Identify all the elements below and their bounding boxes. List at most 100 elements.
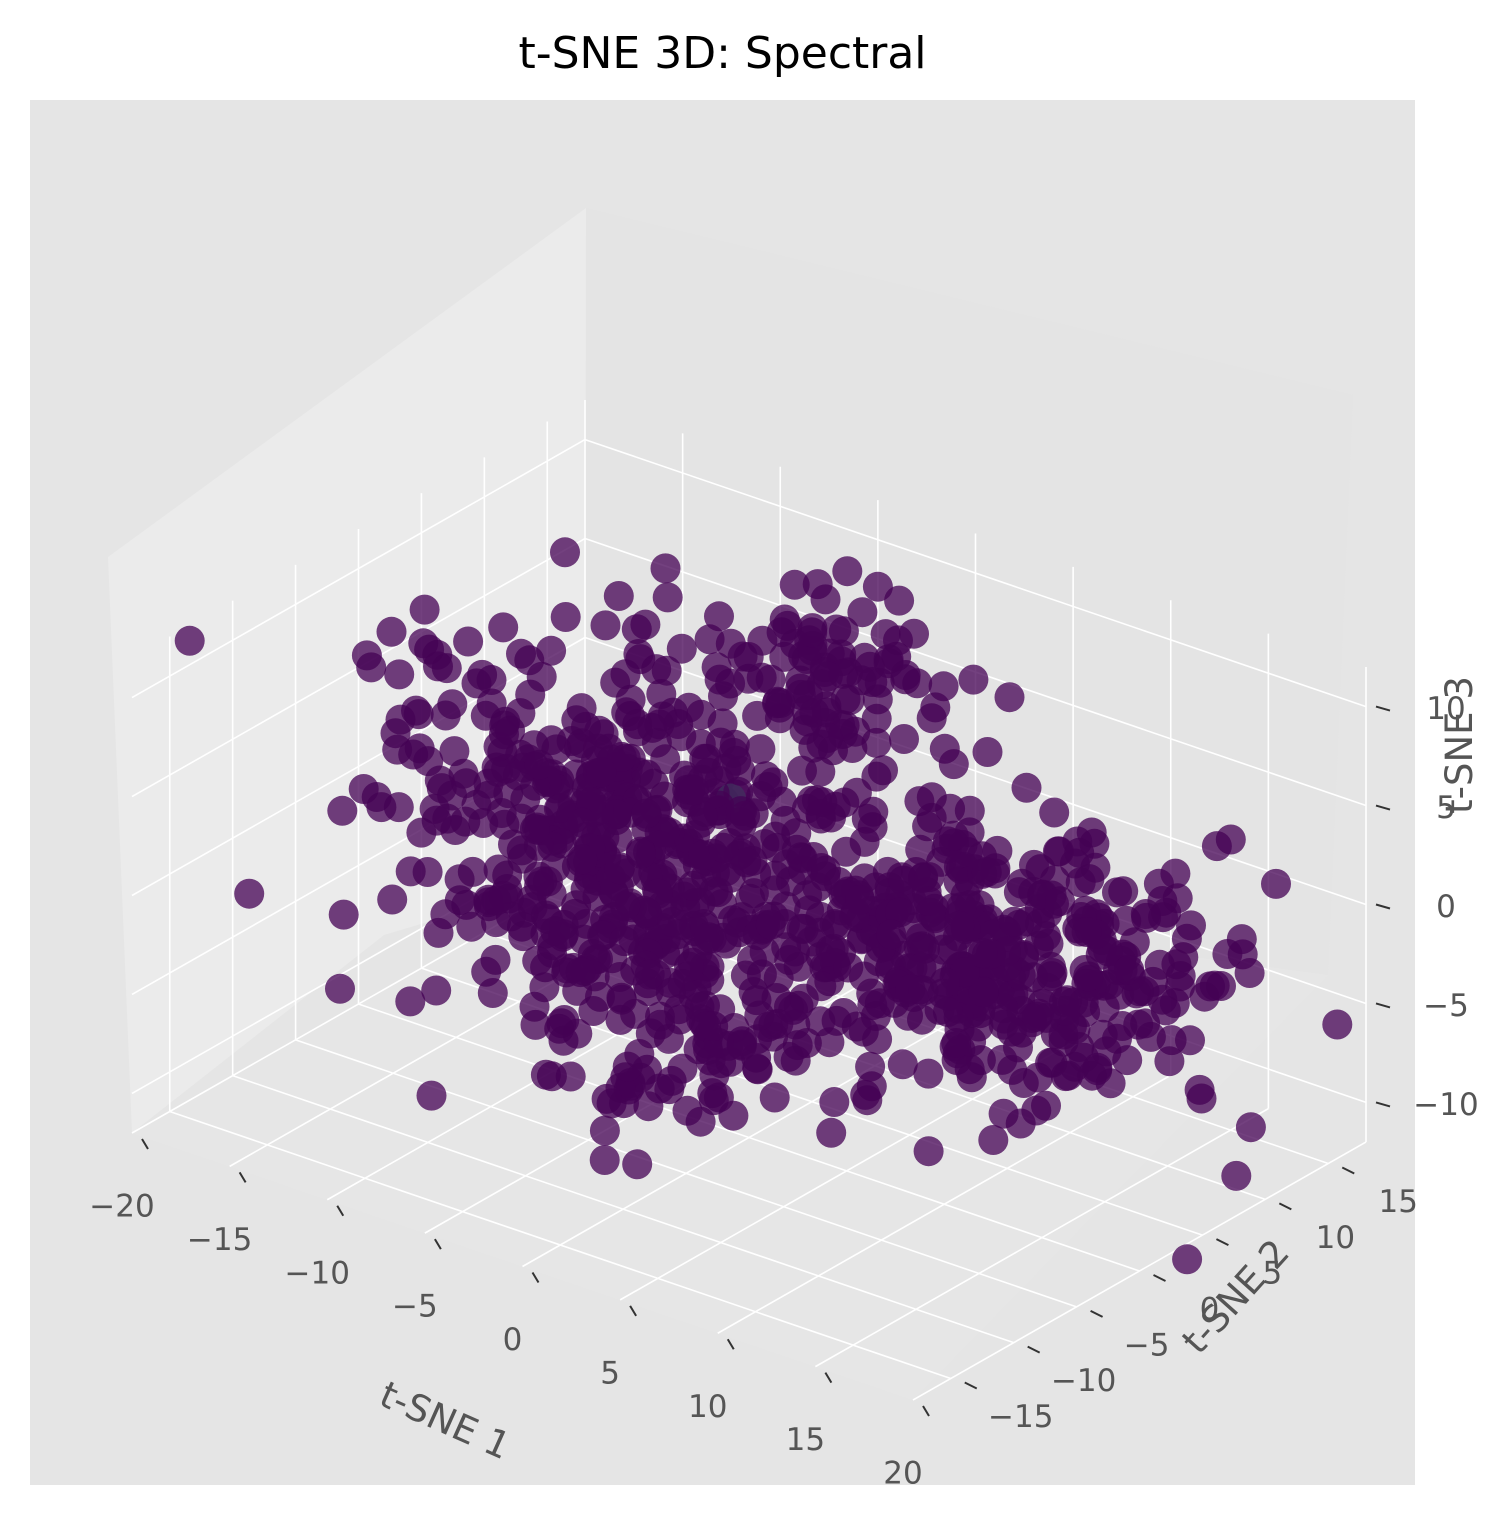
data-point: [912, 811, 943, 842]
data-point: [567, 844, 598, 875]
data-point: [589, 1145, 620, 1175]
data-point: [851, 803, 882, 834]
data-point: [884, 585, 915, 616]
data-point: [1261, 868, 1291, 899]
data-point: [1144, 949, 1175, 980]
data-point: [731, 847, 762, 878]
x-tick: [141, 1138, 149, 1150]
data-point: [1019, 849, 1049, 880]
x-tick-label: −10: [285, 1255, 350, 1291]
data-point: [772, 610, 803, 641]
data-point: [1031, 1090, 1061, 1121]
data-point: [606, 741, 637, 772]
data-point: [1151, 897, 1182, 928]
data-point: [685, 1106, 716, 1137]
x-tick: [434, 1238, 442, 1250]
data-point: [1087, 1019, 1118, 1050]
data-point: [834, 685, 865, 715]
data-point: [1011, 772, 1042, 803]
x-tick-label: 15: [786, 1422, 825, 1458]
data-point: [590, 610, 621, 641]
data-point: [759, 1082, 790, 1113]
data-point: [811, 855, 841, 886]
data-point: [510, 784, 541, 815]
data-point: [414, 634, 445, 665]
data-point: [845, 884, 876, 915]
data-point: [519, 814, 550, 844]
z-tick: [1375, 1002, 1391, 1009]
data-point: [698, 1011, 729, 1042]
data-point: [1234, 958, 1265, 988]
data-point: [451, 889, 482, 920]
data-point: [726, 1030, 757, 1061]
data-point: [567, 807, 598, 838]
data-point: [831, 836, 862, 867]
y-tick-label: 15: [1379, 1184, 1418, 1220]
data-point: [1037, 958, 1068, 988]
data-point: [1005, 1108, 1036, 1139]
y-tick: [1215, 1238, 1229, 1247]
data-point: [1073, 961, 1104, 992]
data-point: [481, 885, 512, 916]
x-tick-label: 10: [688, 1389, 727, 1425]
y-tick-label: −5: [1124, 1327, 1170, 1363]
data-point: [837, 733, 868, 763]
data-point: [968, 977, 999, 1008]
data-point: [473, 768, 504, 799]
data-point: [941, 1028, 972, 1058]
x-tick: [531, 1271, 540, 1284]
data-point: [621, 614, 652, 645]
data-point: [1172, 1244, 1203, 1275]
data-point: [366, 792, 397, 823]
data-point: [622, 709, 653, 740]
data-point: [733, 642, 764, 672]
data-point: [605, 1004, 636, 1035]
data-point: [864, 988, 895, 1019]
z-tick-label: 0: [1436, 889, 1456, 925]
data-point: [1074, 864, 1105, 895]
data-point: [609, 926, 640, 957]
data-point: [615, 684, 646, 715]
x-tick: [629, 1305, 637, 1317]
data-point: [685, 729, 716, 760]
data-point: [483, 854, 514, 885]
data-point: [658, 697, 688, 728]
data-point: [913, 1058, 944, 1089]
data-point: [899, 618, 929, 649]
data-point: [508, 921, 539, 952]
data-point: [423, 917, 454, 948]
data-point: [377, 884, 408, 915]
gridline-y-floor: [169, 1110, 952, 1380]
data-point: [1089, 992, 1120, 1023]
data-point: [652, 582, 683, 613]
data-point: [234, 878, 265, 909]
data-point: [568, 924, 599, 955]
y-tick: [964, 1381, 978, 1390]
x-tick: [824, 1372, 833, 1384]
data-point: [679, 775, 709, 806]
data-point: [1037, 1047, 1068, 1078]
data-point: [1008, 1068, 1039, 1098]
data-point: [765, 688, 796, 718]
z-tick-label: −10: [1413, 1087, 1478, 1123]
y-tick-label: 5: [1263, 1256, 1283, 1292]
data-point: [773, 1041, 804, 1072]
data-point: [829, 787, 860, 818]
y-tick: [1278, 1202, 1292, 1211]
data-point: [486, 798, 517, 828]
data-point: [744, 1000, 775, 1031]
data-point: [444, 864, 475, 895]
data-point: [888, 865, 919, 896]
data-point: [769, 641, 800, 672]
data-point: [1045, 886, 1075, 917]
data-point: [1003, 877, 1034, 908]
y-tick-label: −10: [1051, 1363, 1116, 1399]
data-point: [707, 889, 737, 920]
y-tick: [1341, 1166, 1355, 1175]
x-tick-label: 0: [503, 1322, 523, 1358]
data-point: [1022, 1001, 1052, 1032]
data-point: [550, 602, 581, 632]
data-point: [603, 581, 634, 611]
chart-title: t-SNE 3D: Spectral: [518, 28, 927, 79]
data-point: [852, 1085, 883, 1116]
